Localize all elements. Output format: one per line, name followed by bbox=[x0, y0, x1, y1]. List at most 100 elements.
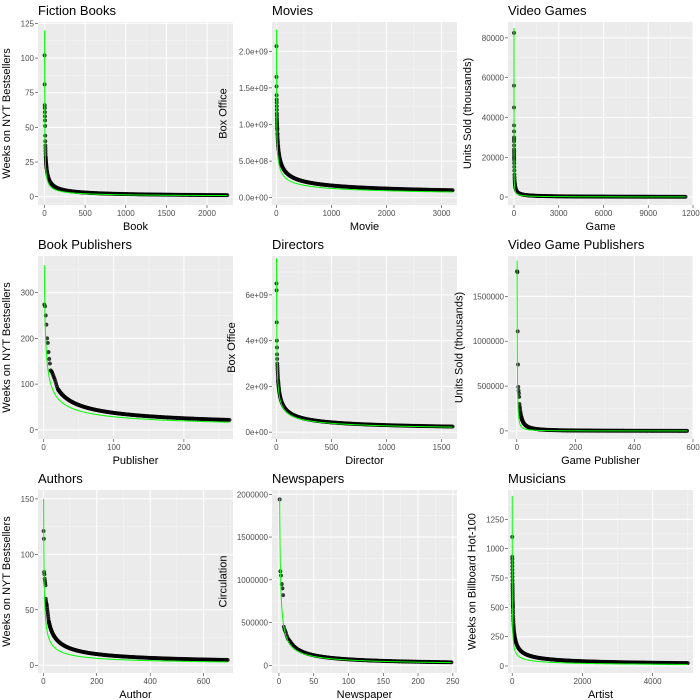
y-tick-label: 0 bbox=[264, 661, 269, 670]
fit-curve bbox=[511, 495, 688, 665]
y-tick-label: 6e+09 bbox=[246, 291, 269, 300]
x-tick-label: 50 bbox=[309, 677, 318, 686]
x-axis-title: Newspaper bbox=[337, 689, 393, 700]
y-tick-label: 1000 bbox=[486, 545, 504, 554]
data-point bbox=[227, 417, 232, 422]
y-tick-label: 125 bbox=[21, 19, 35, 28]
x-tick-label: 1000 bbox=[378, 443, 396, 452]
x-tick-label: 3000 bbox=[550, 209, 568, 218]
data-point bbox=[225, 657, 230, 662]
x-tick-label: 200 bbox=[569, 443, 583, 452]
marks-layer bbox=[512, 27, 688, 199]
data-point bbox=[47, 356, 52, 361]
y-tick-label: 5.0e+08 bbox=[239, 157, 269, 166]
x-tick-label: 500 bbox=[78, 209, 92, 218]
chart-title: Musicians bbox=[508, 471, 566, 486]
chart-title: Newspapers bbox=[272, 471, 345, 486]
y-tick-label: 25 bbox=[25, 158, 34, 167]
y-tick-label: 150 bbox=[21, 495, 35, 504]
y-axis-title: Units Sold (thousands) bbox=[462, 58, 474, 169]
y-tick-label: 0 bbox=[30, 426, 35, 435]
chart-title: Video Games bbox=[508, 3, 587, 18]
y-tick-label: 1500000 bbox=[473, 292, 505, 301]
y-tick-label: 2.0e+09 bbox=[239, 47, 269, 56]
x-axis-title: Game Publisher bbox=[561, 455, 640, 467]
marks-layer bbox=[274, 258, 455, 429]
x-tick-label: 2000 bbox=[198, 209, 216, 218]
y-axis-title: Box Office bbox=[226, 322, 238, 373]
x-tick-label: 1000 bbox=[117, 209, 135, 218]
y-tick-label: 0 bbox=[500, 427, 505, 436]
x-axis-title: Director bbox=[345, 455, 384, 467]
panel-background bbox=[508, 490, 693, 673]
y-tick-label: 1.5e+09 bbox=[239, 84, 269, 93]
y-tick-label: 0 bbox=[500, 662, 505, 671]
fit-curve bbox=[43, 265, 230, 423]
panel-background bbox=[508, 256, 693, 439]
chart-panel-4: 0 100 200 0 100 200 300 Book Publishers Publishe… bbox=[1, 237, 233, 467]
panel-background bbox=[272, 490, 457, 673]
fit-curve bbox=[276, 258, 453, 428]
y-axis-title: Weeks on NYT Bestsellers bbox=[1, 48, 13, 179]
x-tick-label: 100 bbox=[342, 677, 356, 686]
x-tick-label: 600 bbox=[686, 443, 700, 452]
x-tick-label: 1500 bbox=[157, 209, 175, 218]
x-tick-label: 200 bbox=[411, 677, 425, 686]
x-tick-label: 3000 bbox=[433, 209, 451, 218]
x-axis-title: Artist bbox=[588, 689, 613, 700]
x-axis-title: Book bbox=[123, 221, 149, 233]
x-tick-label: 0 bbox=[277, 677, 282, 686]
data-point bbox=[47, 361, 52, 366]
x-tick-label: 100 bbox=[107, 443, 121, 452]
y-tick-label: 500000 bbox=[477, 382, 504, 391]
fit-curve bbox=[279, 498, 452, 664]
y-tick-label: 200 bbox=[21, 334, 35, 343]
chart-panel-9: 0 2000 4000 0 250 500 750 1000 1250 Musicians Arti… bbox=[467, 471, 693, 700]
x-tick-label: 6000 bbox=[595, 209, 613, 218]
y-tick-label: 40000 bbox=[482, 113, 505, 122]
x-axis-title: Movie bbox=[350, 221, 379, 233]
y-tick-label: 75 bbox=[25, 89, 34, 98]
y-tick-label: 80000 bbox=[482, 34, 505, 43]
y-tick-label: 50 bbox=[25, 123, 34, 132]
y-axis-title: Weeks on NYT Bestsellers bbox=[1, 282, 13, 413]
data-point bbox=[516, 362, 520, 367]
marks-layer bbox=[42, 265, 232, 423]
x-tick-label: 200 bbox=[177, 443, 191, 452]
y-axis-title: Weeks on NYT Bestsellers bbox=[1, 516, 13, 647]
x-tick-label: 0 bbox=[42, 209, 47, 218]
data-point bbox=[45, 340, 50, 345]
x-tick-label: 600 bbox=[197, 677, 211, 686]
x-tick-label: 150 bbox=[377, 677, 391, 686]
y-tick-label: 750 bbox=[491, 574, 505, 583]
chart-title: Movies bbox=[272, 3, 314, 18]
y-tick-label: 0 bbox=[500, 193, 505, 202]
fit-curve bbox=[275, 29, 453, 193]
chart-title: Authors bbox=[38, 471, 83, 486]
y-tick-label: 500000 bbox=[241, 619, 268, 628]
y-axis-title: Units Sold (thousands) bbox=[453, 292, 465, 403]
x-tick-label: 0 bbox=[274, 443, 279, 452]
chart-title: Directors bbox=[272, 237, 325, 252]
y-tick-label: 100 bbox=[21, 54, 35, 63]
y-tick-label: 60000 bbox=[482, 74, 505, 83]
fit-curve bbox=[43, 498, 228, 663]
panel-background bbox=[272, 256, 457, 439]
marks-layer bbox=[41, 498, 230, 663]
x-tick-label: 400 bbox=[144, 677, 158, 686]
y-tick-label: 1000000 bbox=[237, 576, 269, 585]
data-point bbox=[281, 593, 286, 598]
x-tick-label: 0 bbox=[274, 209, 279, 218]
x-tick-label: 2000 bbox=[378, 209, 396, 218]
chart-title: Book Publishers bbox=[38, 237, 132, 252]
x-tick-label: 9000 bbox=[639, 209, 657, 218]
chart-panel-6: 0 200 400 600 0 500000 1000000 1500000 Video Gam… bbox=[453, 237, 700, 467]
y-tick-label: 300 bbox=[21, 289, 35, 298]
marks-layer bbox=[510, 495, 690, 666]
y-tick-label: 0 bbox=[30, 661, 35, 670]
fit-curve bbox=[513, 27, 686, 198]
y-tick-label: 1.0e+09 bbox=[239, 120, 269, 129]
